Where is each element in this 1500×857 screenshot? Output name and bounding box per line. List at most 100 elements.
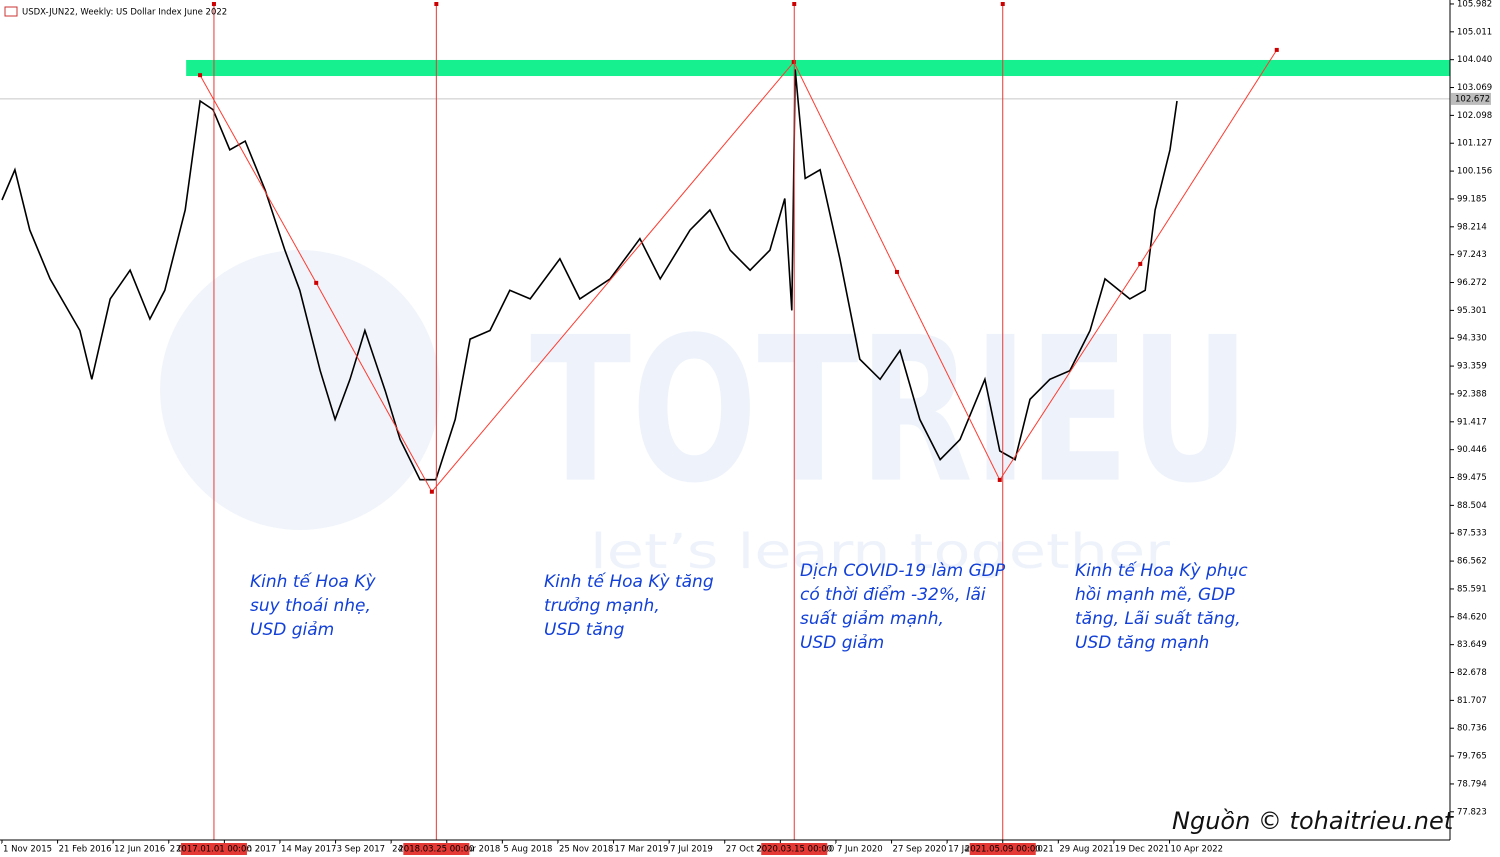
x-tick-label: 27 Sep 2020 — [893, 845, 947, 855]
x-tick-label: 27 Oct 2019 — [726, 845, 779, 855]
y-tick-label: 94.330 — [1457, 334, 1487, 344]
vertical-line-handle — [211, 2, 216, 6]
x-tick-label-bg — [557, 843, 614, 855]
chart-icon — [4, 6, 18, 17]
x-tick-label: 3 Sep 2017 — [337, 845, 385, 855]
x-tick-label: 19 Dec 2021 — [1115, 845, 1169, 855]
x-tick-label-bg — [669, 843, 726, 855]
watermark-slogan: let’s learn together — [590, 524, 1170, 580]
x-tick-label: 7 Jun 2020 — [837, 845, 883, 855]
annotation: suy thoái nhẹ, — [250, 596, 371, 616]
y-tick-label: 78.794 — [1457, 779, 1487, 789]
vertical-line-label: 2020.03.15 00:00 — [756, 845, 832, 855]
y-tick-label: 98.214 — [1457, 222, 1487, 232]
y-tick-label: 103.069 — [1457, 83, 1492, 93]
vertical-line-label: 2021.05.09 00:00 — [965, 845, 1041, 855]
annotation: USD giảm — [800, 633, 884, 653]
y-tick-label: 90.446 — [1457, 445, 1487, 455]
annotation: USD tăng — [544, 620, 625, 640]
zigzag-point — [1274, 47, 1279, 52]
y-tick-label: 79.765 — [1457, 752, 1487, 762]
chart-title: USDX-JUN22, Weekly: US Dollar Index June… — [22, 8, 227, 18]
y-tick-label: 87.533 — [1457, 529, 1487, 539]
x-tick-label: 7 Jul 2019 — [670, 845, 713, 855]
x-tick-label-bg — [57, 843, 114, 855]
zigzag-point — [1138, 261, 1143, 266]
x-tick-label: 5 Aug 2018 — [503, 845, 552, 855]
annotation: Dịch COVID-19 làm GDP — [800, 561, 1006, 581]
y-tick-label: 81.707 — [1457, 696, 1487, 706]
y-tick-label: 101.127 — [1457, 139, 1492, 149]
annotation: trưởng mạnh, — [544, 596, 660, 616]
zigzag-point — [429, 489, 434, 494]
vertical-line-label: 2017.01.01 00:00 — [176, 845, 252, 855]
vertical-line-label: 2018.03.25 00:00 — [398, 845, 474, 855]
y-tick-label: 105.982 — [1457, 0, 1492, 9]
annotation: có thời điểm -32%, lãi — [800, 584, 986, 605]
vertical-line-label-bg — [180, 843, 247, 855]
y-tick-label: 92.388 — [1457, 389, 1487, 399]
y-tick-label: 77.823 — [1457, 807, 1487, 817]
resistance-zone — [186, 59, 1451, 77]
y-tick-label: 102.098 — [1457, 111, 1492, 121]
y-tick-label: 84.620 — [1457, 612, 1487, 622]
plot — [0, 2, 1451, 840]
x-tick-label-bg — [613, 843, 670, 855]
y-tick-label: 104.040 — [1457, 55, 1492, 65]
source: Nguồn © tohaitrieu.net — [1172, 807, 1455, 835]
y-tick-label: 88.504 — [1457, 501, 1487, 511]
x-tick-label: 22 Jan 2017 — [225, 845, 276, 855]
y-tick-label: 99.185 — [1457, 194, 1487, 204]
annotation: USD tăng mạnh — [1075, 633, 1209, 653]
y-tick-label: 86.562 — [1457, 557, 1487, 567]
current-price-box — [1451, 92, 1491, 105]
vertical-line-handle — [1000, 2, 1005, 6]
x-tick-label-bg — [1, 843, 58, 855]
y-tick-label: 105.011 — [1457, 27, 1492, 37]
x-tick-label: 29 Aug 2021 — [1059, 845, 1113, 855]
current-price-label: 102.672 — [1455, 94, 1490, 104]
zigzag-point — [895, 269, 900, 274]
x-tick-label-bg — [1058, 843, 1115, 855]
y-tick-label: 97.243 — [1457, 250, 1487, 260]
y-tick-label: 89.475 — [1457, 473, 1487, 483]
annotation: USD giảm — [250, 620, 334, 640]
x-tick-label: 21 Feb 2016 — [59, 845, 112, 855]
annotation: suất giảm mạnh, — [800, 608, 944, 629]
vertical-line-handle — [792, 2, 797, 6]
annotation: hồi mạnh mẽ, GDP — [1075, 584, 1235, 605]
x-tick-label: 15 Apr 2018 — [448, 845, 501, 855]
x-tick-label: 12 Jun 2016 — [114, 845, 165, 855]
x-tick-label-bg — [891, 843, 948, 855]
y-tick-label: 93.359 — [1457, 362, 1487, 372]
x-tick-label-bg — [335, 843, 392, 855]
y-tick-label: 95.301 — [1457, 306, 1487, 316]
x-tick-label-bg — [502, 843, 559, 855]
x-tick-label-bg — [113, 843, 170, 855]
zigzag-point — [314, 280, 319, 285]
y-tick-label: 96.272 — [1457, 278, 1487, 288]
watermark: TOTRIEU let’s learn together — [160, 250, 1250, 580]
annotation: tăng, Lãi suất tăng, — [1075, 608, 1241, 629]
annotation: Kinh tế Hoa Kỳ phục — [1075, 560, 1248, 581]
watermark-text: TOTRIEU — [530, 295, 1250, 528]
zigzag-point — [198, 73, 203, 78]
x-tick-label: 14 May 2017 — [281, 845, 336, 855]
x-tick-label-bg — [835, 843, 892, 855]
vertical-line-handle — [434, 2, 439, 6]
annotation: Kinh tế Hoa Kỳ — [250, 571, 377, 592]
vertical-line-label-bg — [969, 843, 1036, 855]
annotation: Kinh tế Hoa Kỳ tăng — [544, 571, 714, 592]
y-tick-label: 83.649 — [1457, 640, 1487, 650]
vertical-line-label-bg — [761, 843, 828, 855]
zigzag-point — [997, 477, 1002, 482]
x-tick-label: 25 Nov 2018 — [559, 845, 613, 855]
x-tick-label: 10 Apr 2022 — [1171, 845, 1224, 855]
x-tick-label: 17 Mar 2019 — [615, 845, 669, 855]
y-tick-label: 80.736 — [1457, 724, 1487, 734]
x-tick-label-bg — [1169, 843, 1226, 855]
vertical-line-label-bg — [403, 843, 470, 855]
y-tick-label: 85.591 — [1457, 584, 1487, 594]
y-tick-label: 82.678 — [1457, 668, 1487, 678]
